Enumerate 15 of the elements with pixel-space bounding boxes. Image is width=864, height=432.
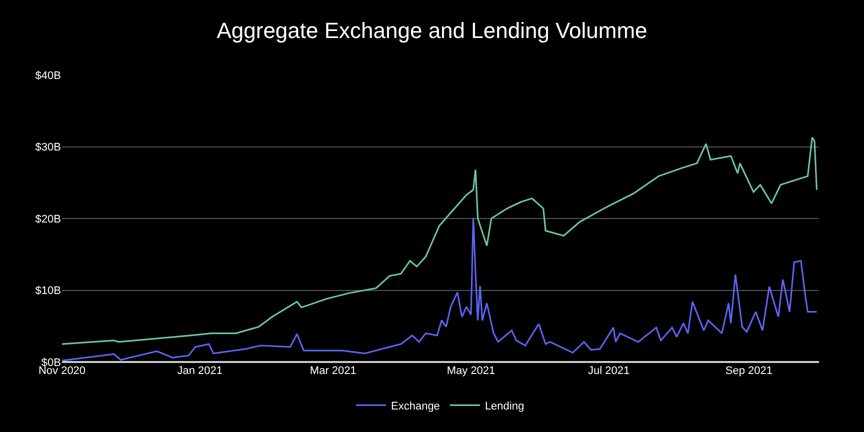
legend-label: Exchange (391, 400, 440, 412)
chart-title: Aggregate Exchange and Lending Volumme (216, 18, 648, 43)
x-tick-label: Jan 2021 (177, 365, 222, 377)
y-tick-label: $10B (35, 285, 61, 298)
x-tick-label: Jul 2021 (588, 365, 630, 377)
x-tick-label: Sep 2021 (725, 365, 773, 377)
legend-label: Lending (484, 400, 524, 412)
x-tick-label: Nov 2020 (38, 365, 86, 377)
x-tick-label: Mar 2021 (310, 365, 356, 377)
line-series (62, 216, 818, 362)
x-tick-label: May 2021 (446, 365, 496, 377)
y-tick-label: $40B (35, 70, 61, 82)
y-tick-label: $30B (35, 142, 61, 154)
y-tick-label: $20B (35, 213, 61, 226)
line-series (62, 136, 818, 345)
